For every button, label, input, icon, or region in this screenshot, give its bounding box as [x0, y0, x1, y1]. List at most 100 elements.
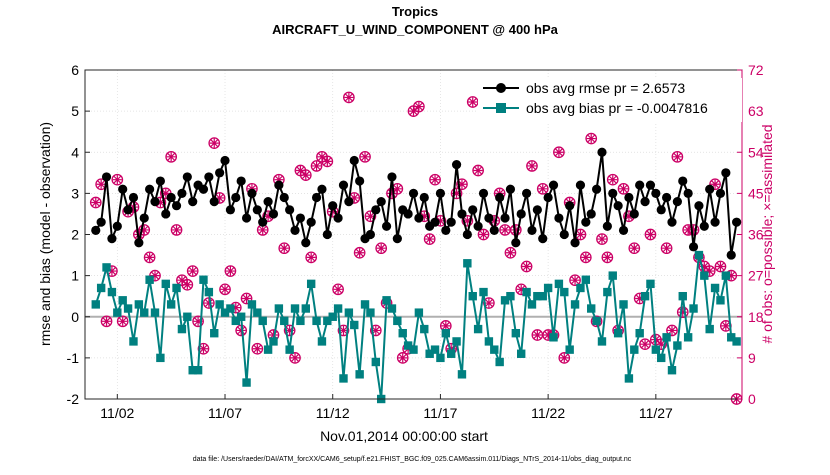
- y-tick-label-right: 36: [748, 227, 764, 243]
- obs-assimilated-point: [602, 252, 612, 262]
- bias-point: [393, 316, 402, 326]
- bias-point: [269, 337, 278, 346]
- bias-point: [646, 279, 655, 289]
- rmse-point: [678, 176, 688, 186]
- y-tick-label-left: 3: [71, 185, 79, 201]
- rmse-point: [392, 234, 402, 244]
- obs-possible-point: [703, 265, 716, 277]
- rmse-point: [91, 225, 101, 235]
- bias-point: [193, 366, 203, 375]
- rmse-point: [311, 192, 322, 203]
- obs-possible-point: [536, 182, 549, 195]
- rmse-point: [688, 242, 699, 252]
- obs-assimilated-point: [452, 188, 462, 198]
- obs-possible-point: [709, 178, 721, 191]
- y-tick-label-left: -1: [67, 350, 80, 366]
- bias-point: [549, 333, 558, 342]
- obs-assimilated-point: [252, 344, 262, 354]
- obs-assimilated-point: [306, 252, 316, 262]
- bias-point: [247, 300, 257, 309]
- rmse-point: [710, 217, 720, 227]
- obs-possible-point: [423, 233, 436, 245]
- obs-assimilated-point: [177, 275, 187, 285]
- bias-point: [538, 291, 547, 301]
- obs-assimilated-point: [333, 284, 343, 294]
- obs-assimilated-point: [360, 152, 370, 162]
- rmse-point: [220, 155, 230, 166]
- obs-possible-point: [143, 251, 156, 264]
- obs-assimilated-point: [473, 165, 483, 176]
- obs-assimilated-point: [285, 325, 295, 336]
- obs-possible-point: [628, 242, 641, 255]
- rmse-point: [381, 221, 392, 231]
- obs-assimilated-point: [225, 266, 235, 276]
- y-tick-label-left: -2: [67, 391, 80, 407]
- obs-assimilated-point: [241, 293, 252, 304]
- obs-assimilated-point: [522, 261, 532, 272]
- bias-point: [306, 279, 316, 289]
- rmse-point: [521, 188, 532, 198]
- obs-assimilated-point: [398, 353, 408, 363]
- y-tick-label-right: 54: [748, 144, 764, 160]
- rmse-point: [279, 192, 289, 203]
- bias-point: [667, 366, 677, 375]
- bias-point: [603, 287, 612, 297]
- rmse-point: [635, 180, 645, 190]
- obs-assimilated-point: [408, 106, 419, 116]
- rmse-point: [274, 180, 284, 190]
- y-tick-label-right: 27: [748, 268, 764, 284]
- bias-point: [344, 308, 354, 317]
- bias-point: [188, 366, 197, 375]
- rmse-point: [559, 229, 569, 240]
- obs-assimilated-point: [430, 175, 440, 185]
- legend-marker-bias: [496, 103, 506, 113]
- y-tick-label-left: 1: [71, 268, 79, 284]
- obs-assimilated-point: [392, 184, 402, 194]
- bias-point: [129, 337, 138, 346]
- rmse-point: [322, 229, 332, 240]
- obs-assimilated-point: [295, 165, 305, 176]
- rmse-point: [570, 238, 580, 248]
- obs-assimilated-point: [279, 243, 289, 253]
- chart-title: Tropics: [392, 4, 438, 19]
- bias-point: [576, 283, 585, 293]
- bias-point: [339, 374, 348, 383]
- rmse-point: [656, 205, 666, 215]
- obs-assimilated-point: [198, 344, 209, 354]
- obs-assimilated-point: [624, 211, 634, 221]
- obs-assimilated-point: [608, 175, 618, 185]
- rmse-point: [134, 238, 144, 248]
- bias-point: [581, 275, 591, 284]
- obs-possible-point: [224, 265, 237, 277]
- obs-assimilated-point: [128, 202, 139, 212]
- obs-assimilated-point: [672, 152, 682, 162]
- bias-point: [543, 283, 553, 293]
- bias-point: [274, 304, 284, 313]
- bias-point: [678, 291, 687, 301]
- bias-point: [323, 316, 332, 326]
- obs-possible-point: [456, 178, 468, 191]
- rmse-point: [150, 197, 160, 207]
- y-tick-label-left: 6: [71, 62, 79, 78]
- bias-point: [732, 337, 741, 346]
- obs-possible-point: [116, 315, 129, 328]
- bias-point: [301, 304, 310, 313]
- rmse-point: [306, 217, 316, 227]
- bias-point: [96, 283, 106, 293]
- obs-assimilated-point: [500, 225, 510, 235]
- rmse-point: [705, 184, 715, 194]
- obs-possible-point: [396, 352, 409, 364]
- bias-point: [673, 341, 682, 350]
- bias-point: [409, 345, 418, 354]
- obs-assimilated-point: [263, 211, 273, 221]
- rmse-point: [565, 201, 575, 211]
- obs-possible-point: [310, 160, 323, 172]
- bias-point: [360, 300, 370, 309]
- bias-point: [500, 296, 510, 305]
- obs-possible-point: [429, 173, 441, 186]
- obs-assimilated-point: [656, 339, 666, 349]
- obs-assimilated-point: [678, 307, 688, 317]
- rmse-point: [613, 201, 623, 211]
- rmse-point: [252, 205, 262, 215]
- obs-assimilated-point: [161, 188, 171, 198]
